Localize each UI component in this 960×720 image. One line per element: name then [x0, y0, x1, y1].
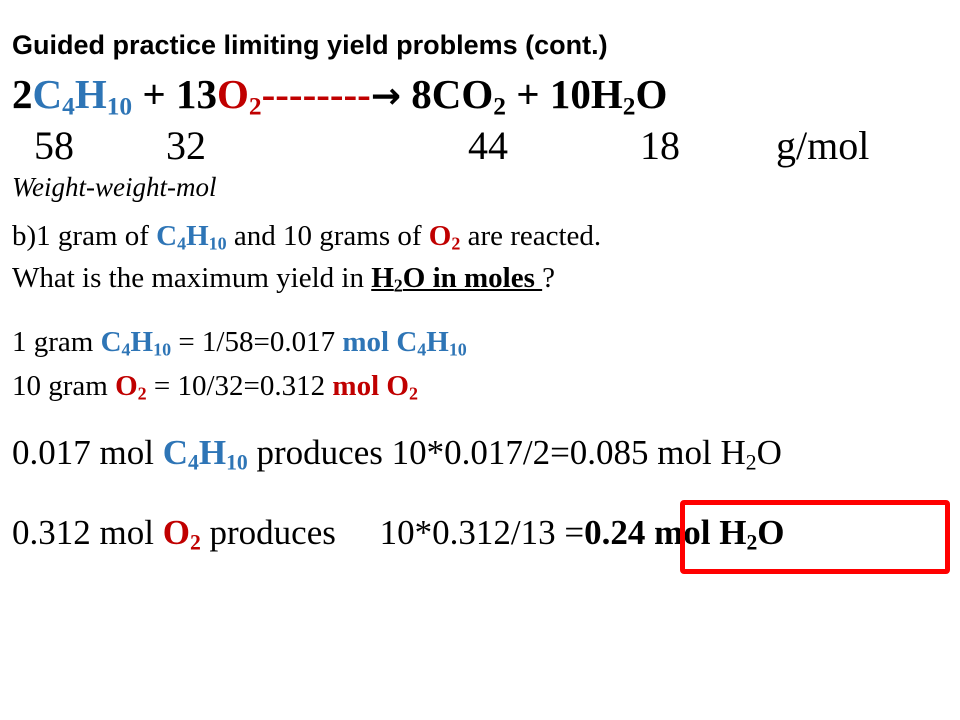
- calc1-butane: C4H10: [100, 326, 172, 360]
- reaction-dashes: --------: [261, 71, 371, 117]
- answer-value: 0.24 mol H2O: [584, 513, 785, 555]
- butane-formula: C4H10: [32, 71, 133, 121]
- butane-coefficient: 2: [12, 71, 33, 117]
- molar-mass-unit: g/mol: [776, 123, 870, 168]
- answer-highlight-box: [680, 500, 950, 574]
- molar-mass-co2: 44: [468, 123, 508, 168]
- question-butane: C4H10: [156, 220, 227, 254]
- oxygen-yield-calc: 0.312 mol O2 produces 10*0.312/13 =0.24 …: [12, 513, 785, 555]
- prod1-butane: C4H10: [162, 433, 248, 475]
- molar-mass-butane: 58: [34, 123, 74, 168]
- reaction-arrow-icon: →: [370, 76, 402, 117]
- molar-mass-oxygen: 32: [166, 123, 206, 168]
- question-target: H2O in moles: [371, 262, 543, 296]
- question-line-1: b)1 gram of C4H10 and 10 grams of O2 are…: [12, 220, 602, 254]
- oxygen-moles-calc: 10 gram O2 = 10/32=0.312 mol O2: [12, 370, 418, 404]
- butane-moles-calc: 1 gram C4H10 = 1/58=0.017 mol C4H10: [12, 326, 467, 360]
- calc2-result: mol O2: [332, 370, 418, 404]
- balanced-equation: 2C4H10 + 13O2--------→ 8CO2 + 10H2O: [12, 71, 668, 121]
- molar-mass-water: 18: [640, 123, 680, 168]
- calc1-result: mol C4H10: [342, 326, 467, 360]
- products: 8CO2 + 10H2O: [401, 71, 668, 121]
- method-subtitle: Weight-weight-mol: [12, 172, 217, 202]
- molar-masses-row: 58 32 44 18 g/mol: [0, 122, 960, 172]
- question-line-2: What is the maximum yield in H2O in mole…: [12, 262, 556, 296]
- calc2-oxygen: O2: [115, 370, 147, 404]
- oxygen-formula: O2: [217, 71, 262, 121]
- prod2-oxygen: O2: [162, 513, 201, 555]
- slide-title: Guided practice limiting yield problems …: [12, 30, 608, 60]
- butane-yield-calc: 0.017 mol C4H10 produces 10*0.017/2=0.08…: [12, 433, 782, 475]
- question-oxygen: O2: [428, 220, 461, 254]
